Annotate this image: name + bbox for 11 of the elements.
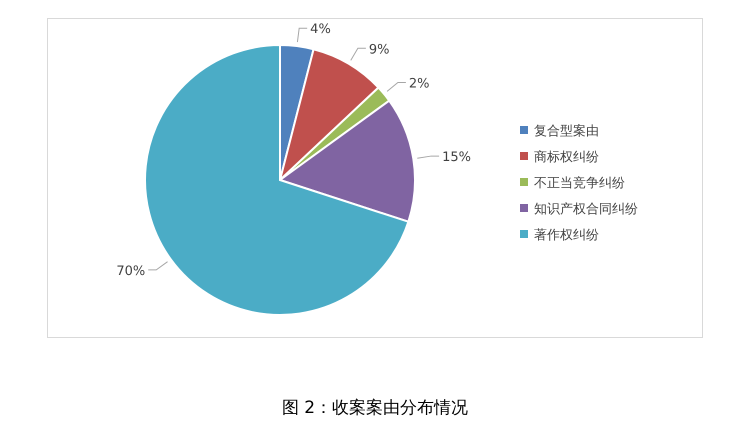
data-label: 4% bbox=[310, 22, 331, 38]
legend-label: 复合型案由 bbox=[534, 123, 599, 139]
legend-label: 著作权纠纷 bbox=[534, 228, 599, 243]
text: 图 2：收案案由分布情况 bbox=[282, 398, 468, 418]
data-label: 70% bbox=[116, 264, 146, 279]
legend-label: 商标权纠纷 bbox=[534, 150, 599, 165]
data-label: 15% bbox=[442, 150, 472, 166]
data-label: 9% bbox=[368, 42, 390, 58]
legend-label: 不正当竞争纠纷 bbox=[534, 176, 625, 191]
data-label: 2% bbox=[408, 76, 430, 92]
legend-label: 知识产权合同纠纷 bbox=[534, 202, 638, 217]
